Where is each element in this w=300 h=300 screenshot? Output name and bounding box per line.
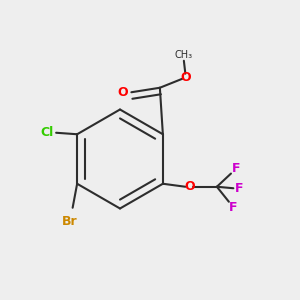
Text: Br: Br [62, 215, 77, 228]
Text: O: O [180, 71, 191, 84]
Text: F: F [229, 201, 238, 214]
Text: CH₃: CH₃ [175, 50, 193, 60]
Text: Cl: Cl [40, 126, 54, 139]
Text: F: F [232, 162, 241, 175]
Text: F: F [235, 182, 244, 195]
Text: O: O [118, 86, 128, 99]
Text: O: O [184, 180, 195, 193]
